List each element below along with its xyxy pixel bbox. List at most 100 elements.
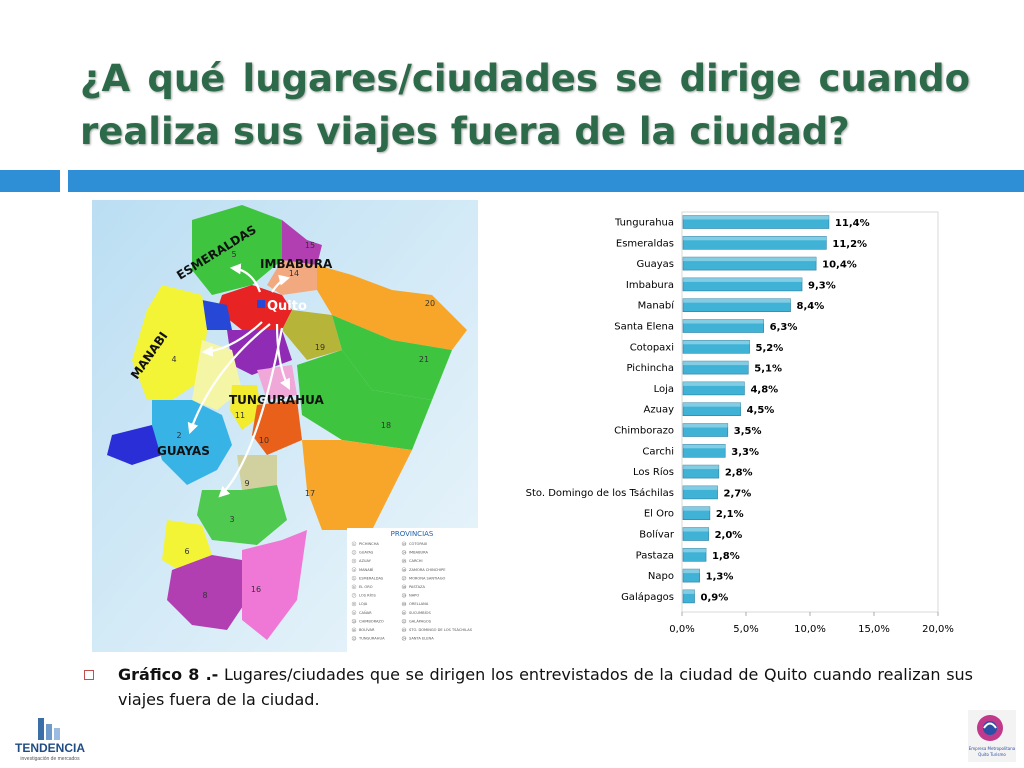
legend-number: 12 bbox=[352, 637, 356, 641]
legend-marker bbox=[401, 541, 407, 546]
legend-marker bbox=[351, 576, 357, 581]
legend-item: IMBABURA bbox=[409, 551, 429, 555]
legend-panel bbox=[347, 528, 478, 652]
legend-item: AZUAY bbox=[359, 559, 372, 563]
slide-title: ¿A qué lugares/ciudades se dirige cuando… bbox=[80, 57, 970, 153]
legend-marker bbox=[351, 550, 357, 555]
province-canar bbox=[237, 455, 277, 490]
legend-number: 23 bbox=[402, 628, 406, 632]
province-pastaza bbox=[297, 350, 432, 450]
category-label: El Oro bbox=[644, 509, 674, 520]
legend-marker bbox=[351, 567, 357, 572]
bar-highlight bbox=[683, 236, 827, 241]
province-napo bbox=[282, 310, 342, 360]
bar bbox=[682, 485, 718, 500]
map-number: 9 bbox=[244, 479, 249, 488]
bar-highlight bbox=[683, 215, 829, 220]
province-legend: PROVINCIAS bbox=[391, 530, 434, 538]
legend-item: ZAMORA CHINCHIPE bbox=[409, 568, 446, 572]
legend-item: GUAYAS bbox=[359, 551, 374, 555]
category-label: Manabí bbox=[638, 300, 676, 312]
category-label: Tungurahua bbox=[614, 218, 674, 229]
legend-number: 21 bbox=[402, 611, 406, 615]
province-pichincha bbox=[217, 285, 292, 330]
legend-marker bbox=[401, 619, 407, 624]
legend-marker bbox=[401, 576, 407, 581]
bar bbox=[682, 319, 764, 333]
legend-number: 15 bbox=[402, 559, 406, 563]
legend-marker bbox=[351, 601, 357, 607]
logo-right-name: Empresa Metropolitana bbox=[969, 746, 1016, 751]
value-label: 4,8% bbox=[750, 384, 778, 395]
value-label: 2,1% bbox=[716, 509, 744, 520]
map-number: 8 bbox=[202, 591, 207, 600]
bar-highlight bbox=[683, 527, 709, 532]
label-tungurahua: TUNGURAHUA bbox=[229, 393, 325, 407]
bar bbox=[682, 256, 817, 271]
value-label: 11,2% bbox=[832, 239, 867, 250]
bar bbox=[682, 527, 709, 541]
legend-number: 5 bbox=[353, 576, 355, 580]
value-label: 6,3% bbox=[770, 322, 798, 333]
legend-number: 2 bbox=[353, 551, 355, 555]
bar-chart: Tungurahua 11,4% Esmeraldas 11,2% Guayas 10,4… bbox=[526, 211, 954, 635]
x-tick-label: 15,0% bbox=[858, 624, 890, 635]
legend-number: 9 bbox=[353, 611, 355, 615]
value-label: 4,5% bbox=[747, 405, 775, 416]
ecuador-map: 5 15 14 20 4 19 21 11 10 18 2 9 17 3 6 8… bbox=[92, 200, 478, 652]
province-santa-elena bbox=[107, 425, 162, 465]
legend-marker bbox=[351, 584, 357, 589]
legend-marker bbox=[401, 610, 407, 615]
province-imbabura bbox=[267, 260, 317, 295]
bar-highlight bbox=[683, 340, 750, 345]
category-label: Carchi bbox=[642, 446, 674, 457]
map-number: 15 bbox=[305, 241, 315, 250]
category-label: Guayas bbox=[637, 259, 674, 270]
category-label: Napo bbox=[648, 571, 674, 582]
province-los-rios bbox=[192, 340, 242, 410]
bar-highlight bbox=[683, 485, 718, 490]
map-number: 19 bbox=[315, 343, 325, 352]
legend-item: SANTA ELENA bbox=[409, 637, 434, 641]
category-label: Santa Elena bbox=[614, 322, 674, 333]
legend-number: 13 bbox=[402, 542, 406, 546]
province-morona bbox=[302, 440, 412, 530]
category-label: Loja bbox=[654, 384, 674, 395]
bar bbox=[682, 235, 827, 250]
bar bbox=[682, 340, 750, 354]
map-number: 2 bbox=[176, 431, 181, 440]
category-label: Chimborazo bbox=[614, 426, 674, 437]
bar bbox=[682, 381, 745, 396]
value-label: 3,3% bbox=[731, 447, 759, 458]
legend-number: 6 bbox=[353, 585, 355, 589]
legend-number: 8 bbox=[353, 602, 355, 606]
bar-highlight bbox=[683, 381, 745, 386]
legend-item: PICHINCHA bbox=[359, 542, 379, 546]
map-number: 20 bbox=[425, 299, 435, 308]
province-sto-domingo bbox=[202, 300, 232, 330]
legend-item: EL ORO bbox=[359, 585, 373, 589]
caption-text: Lugares/ciudades que se dirigen los entr… bbox=[118, 665, 974, 709]
map-number: 17 bbox=[305, 489, 315, 498]
legend-item: LOS RÍOS bbox=[359, 593, 377, 598]
legend-item: BOLÍVAR bbox=[359, 627, 375, 632]
legend-marker bbox=[351, 558, 357, 564]
legend-number: 7 bbox=[353, 594, 355, 598]
legend-item: ESMERALDAS bbox=[359, 576, 384, 580]
map-number: 3 bbox=[229, 515, 234, 524]
province-sucumbios bbox=[317, 265, 467, 350]
bar bbox=[682, 464, 720, 479]
category-label: Pichincha bbox=[626, 363, 674, 374]
map-number: 4 bbox=[171, 355, 176, 364]
title-rule-right bbox=[68, 170, 1024, 192]
bar bbox=[682, 277, 803, 292]
bar bbox=[682, 568, 700, 583]
value-label: 3,5% bbox=[734, 426, 762, 437]
bar-highlight bbox=[683, 277, 803, 282]
map-number: 6 bbox=[184, 547, 189, 556]
legend-title: PROVINCIAS bbox=[391, 530, 434, 538]
province-chimborazo bbox=[252, 400, 302, 455]
legend-marker bbox=[401, 636, 407, 641]
province-azuay bbox=[197, 485, 287, 545]
value-label: 8,4% bbox=[797, 301, 825, 312]
